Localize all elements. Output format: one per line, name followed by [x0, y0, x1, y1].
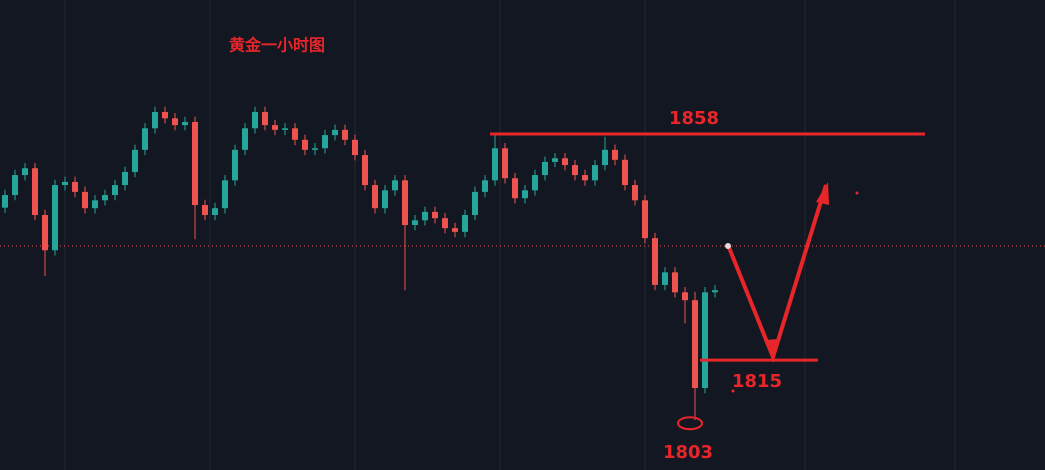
candle-body [502, 148, 508, 179]
candle-body [302, 139, 308, 150]
candle-body [212, 208, 218, 216]
candle-body [172, 118, 178, 126]
candle-body [642, 200, 648, 239]
dot [855, 191, 859, 195]
low-marker [677, 416, 703, 431]
candle-body [222, 180, 228, 209]
candle-body [52, 185, 58, 251]
candle-body [292, 128, 298, 140]
dot [731, 389, 735, 393]
candle-body [192, 121, 198, 206]
candle-body [432, 211, 438, 219]
candle-body [512, 178, 518, 199]
candle-body [282, 128, 288, 130]
candle-body [412, 220, 418, 226]
candle-body [552, 158, 558, 162]
candle-body [132, 149, 138, 172]
candle-body [632, 185, 638, 201]
candle-body [262, 111, 268, 126]
candle-body [182, 121, 188, 126]
candle-body [252, 111, 258, 129]
candle-body [82, 191, 88, 209]
candle-body [542, 161, 548, 176]
candle-body [162, 111, 168, 119]
candle-body [42, 215, 48, 251]
candle-body [582, 175, 588, 181]
candle-body [422, 211, 428, 221]
level-label: 1803 [663, 442, 713, 463]
candle-body [92, 200, 98, 209]
candle-body [652, 238, 658, 285]
level-label: 1815 [732, 371, 782, 392]
level-label: 1858 [669, 108, 719, 129]
candle-body [462, 215, 468, 232]
candle-body [312, 148, 318, 150]
candle-body [332, 129, 338, 136]
candle-body [662, 272, 668, 285]
candle-body [612, 149, 618, 160]
candle-body [442, 218, 448, 229]
candle-body [22, 168, 28, 176]
candle-body [272, 125, 278, 130]
candle-body [342, 129, 348, 140]
candle-body [402, 180, 408, 226]
candle-body [702, 292, 708, 388]
candle-body [532, 175, 538, 191]
candle-body [322, 135, 328, 149]
candle-body [242, 128, 248, 150]
candle-body [392, 180, 398, 191]
last-price-dot [725, 243, 731, 250]
candle-body [202, 205, 208, 216]
candle-body [142, 128, 148, 150]
candle-body [592, 165, 598, 181]
candle-body [492, 148, 498, 181]
candle-body [72, 181, 78, 192]
candle-body [152, 111, 158, 129]
candle-body [62, 181, 68, 186]
candle-body [622, 159, 628, 186]
candle-body [112, 185, 118, 196]
candle-body [692, 300, 698, 388]
candle-body [562, 158, 568, 166]
arrow-heads [764, 182, 829, 360]
candle-body [682, 292, 688, 301]
chart-title: 黄金一小时图 [229, 36, 325, 55]
candle-body [102, 195, 108, 201]
candle-body [232, 149, 238, 181]
candle-body [352, 139, 358, 156]
candle-body [522, 190, 528, 199]
candle-body [362, 155, 368, 186]
candle-body [572, 165, 578, 176]
candle-body [372, 185, 378, 209]
candle-body [452, 228, 458, 232]
candle-body [2, 195, 8, 208]
candle-body [122, 171, 128, 186]
candle-body [672, 272, 678, 293]
candle-body [12, 175, 18, 196]
candle-body [32, 168, 38, 216]
candle-body [382, 190, 388, 209]
candle-body [712, 290, 718, 293]
candle-body [482, 180, 488, 192]
candle-body [472, 191, 478, 216]
candle-body [602, 149, 608, 166]
